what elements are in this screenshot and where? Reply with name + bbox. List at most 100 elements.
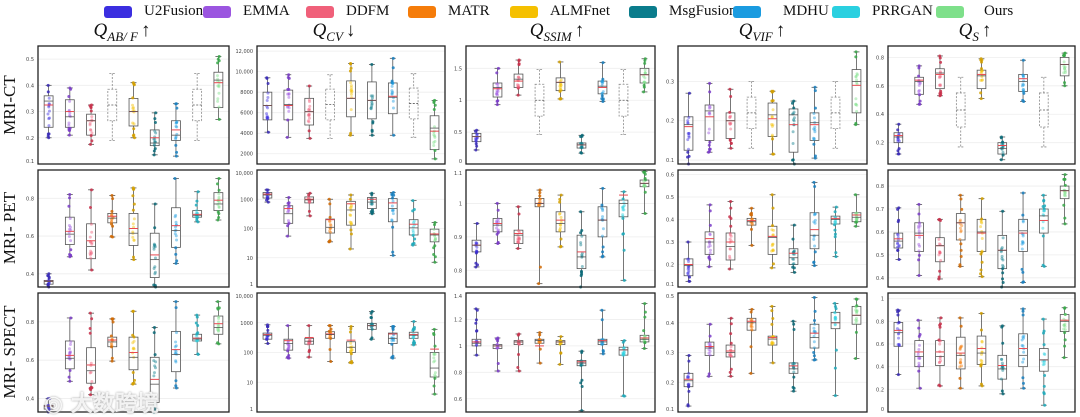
data-point — [708, 203, 712, 207]
data-point — [1043, 204, 1047, 208]
box-msgfusion — [997, 135, 1008, 162]
data-point — [287, 221, 291, 225]
data-point — [69, 87, 73, 91]
data-point — [175, 150, 179, 154]
data-point — [433, 392, 437, 396]
data-point — [728, 215, 732, 219]
data-point — [855, 103, 859, 107]
data-point — [67, 133, 71, 137]
panel-frame — [37, 45, 230, 165]
data-point — [833, 394, 837, 398]
box-prrgan — [1039, 193, 1049, 268]
data-point — [307, 129, 311, 133]
data-point — [833, 210, 837, 214]
data-point — [855, 308, 859, 312]
data-point — [896, 242, 900, 246]
data-point — [579, 142, 583, 146]
data-point — [1041, 234, 1045, 238]
data-point — [980, 359, 984, 363]
tick-label: 0.4 — [26, 83, 34, 89]
tick-label: 0.6 — [876, 84, 884, 90]
data-point — [1020, 84, 1024, 88]
data-point — [370, 96, 374, 100]
data-point — [174, 349, 178, 353]
data-point — [558, 339, 562, 343]
data-point — [153, 147, 157, 151]
data-point — [307, 193, 311, 197]
data-point — [601, 77, 605, 81]
data-point — [216, 61, 220, 65]
data-point — [687, 134, 691, 138]
data-point — [813, 184, 817, 188]
data-point — [938, 342, 942, 346]
data-point — [708, 248, 712, 252]
data-point — [68, 217, 72, 221]
data-point — [433, 352, 437, 356]
data-point — [1001, 267, 1005, 271]
data-point — [686, 257, 690, 261]
data-point — [938, 339, 942, 343]
data-point — [174, 154, 178, 158]
data-point — [813, 89, 817, 93]
data-point — [601, 245, 605, 249]
data-point — [896, 138, 900, 142]
data-point — [959, 197, 963, 201]
data-point — [1042, 207, 1046, 211]
data-point — [390, 89, 394, 93]
data-point — [939, 93, 943, 97]
data-point — [580, 146, 584, 150]
data-point — [46, 134, 50, 138]
data-point — [88, 311, 92, 315]
data-point — [999, 158, 1003, 162]
data-point — [537, 341, 541, 345]
data-point — [1021, 309, 1025, 313]
data-point — [621, 197, 625, 201]
data-point — [1042, 384, 1046, 388]
data-point — [854, 308, 858, 312]
box-prrgan — [618, 69, 629, 136]
data-point — [979, 363, 983, 367]
data-point — [642, 90, 646, 94]
data-point — [109, 222, 113, 226]
data-point — [686, 382, 690, 386]
box-emma — [283, 73, 294, 139]
box-emma — [492, 201, 503, 246]
tick-label: 1.4 — [454, 294, 462, 300]
data-point — [328, 215, 332, 219]
data-point — [152, 243, 156, 247]
data-point — [153, 265, 157, 269]
box-mdhu — [809, 180, 820, 268]
data-point — [749, 212, 753, 216]
box-matr — [746, 307, 757, 375]
data-point — [412, 320, 416, 324]
data-point — [854, 97, 858, 101]
box-u2fusion — [893, 122, 904, 156]
tick-label: 100 — [243, 227, 253, 233]
data-point — [109, 343, 113, 347]
data-point — [349, 108, 353, 112]
data-point — [999, 250, 1003, 254]
data-point — [1020, 338, 1024, 342]
data-point — [370, 322, 374, 326]
data-point — [958, 218, 962, 222]
box-ours — [429, 221, 440, 264]
data-point — [750, 217, 754, 221]
data-point — [621, 352, 625, 356]
data-point — [770, 309, 774, 313]
data-point — [580, 351, 584, 355]
data-point — [749, 322, 753, 326]
data-point — [600, 318, 604, 322]
data-point — [579, 146, 583, 150]
box-almfnet — [128, 309, 139, 386]
data-point — [132, 255, 136, 259]
data-point — [516, 333, 520, 337]
box-matr — [325, 74, 335, 139]
tick-label: 0.4 — [876, 112, 884, 118]
data-point — [475, 136, 479, 140]
metric-title-qabf: QAB/ F ↑ — [93, 20, 151, 44]
data-point — [266, 325, 270, 329]
data-point — [854, 217, 858, 221]
data-point — [707, 106, 711, 110]
data-point — [1022, 87, 1026, 91]
box-iqr — [767, 335, 778, 346]
